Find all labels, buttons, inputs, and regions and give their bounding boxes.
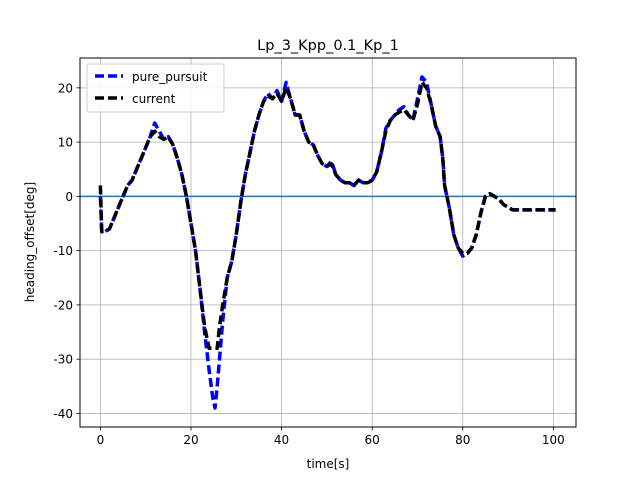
series-lines [98,75,556,410]
y-tick-label: 10 [58,136,73,150]
y-axis-ticks: -40 -30 -20 -10 0 10 20 [53,81,80,421]
y-tick-label: -30 [53,353,73,367]
y-tick-label: 20 [58,81,73,95]
plot-area-frame [79,57,577,428]
x-tick-label: 40 [274,433,289,447]
y-tick-label: -10 [53,244,73,258]
legend: pure_pursuit current [86,63,225,113]
legend-label-current: current [132,92,176,106]
x-tick-label: 20 [183,433,198,447]
x-axis-ticks: 0 20 40 60 80 100 [97,427,565,447]
x-tick-label: 100 [542,433,565,447]
series-line-current [98,80,556,351]
x-tick-label: 60 [365,433,380,447]
chart-title: Lp_3_Kpp_0.1_Kp_1 [257,38,399,54]
y-tick-label: 0 [65,190,73,204]
x-tick-label: 80 [455,433,470,447]
legend-label-pure-pursuit: pure_pursuit [132,70,208,84]
y-axis-label: heading_offset[deg] [23,182,37,302]
x-axis-label: time[s] [307,457,350,471]
y-tick-label: -40 [53,407,73,421]
x-tick-label: 0 [97,433,105,447]
y-tick-label: -20 [53,298,73,312]
